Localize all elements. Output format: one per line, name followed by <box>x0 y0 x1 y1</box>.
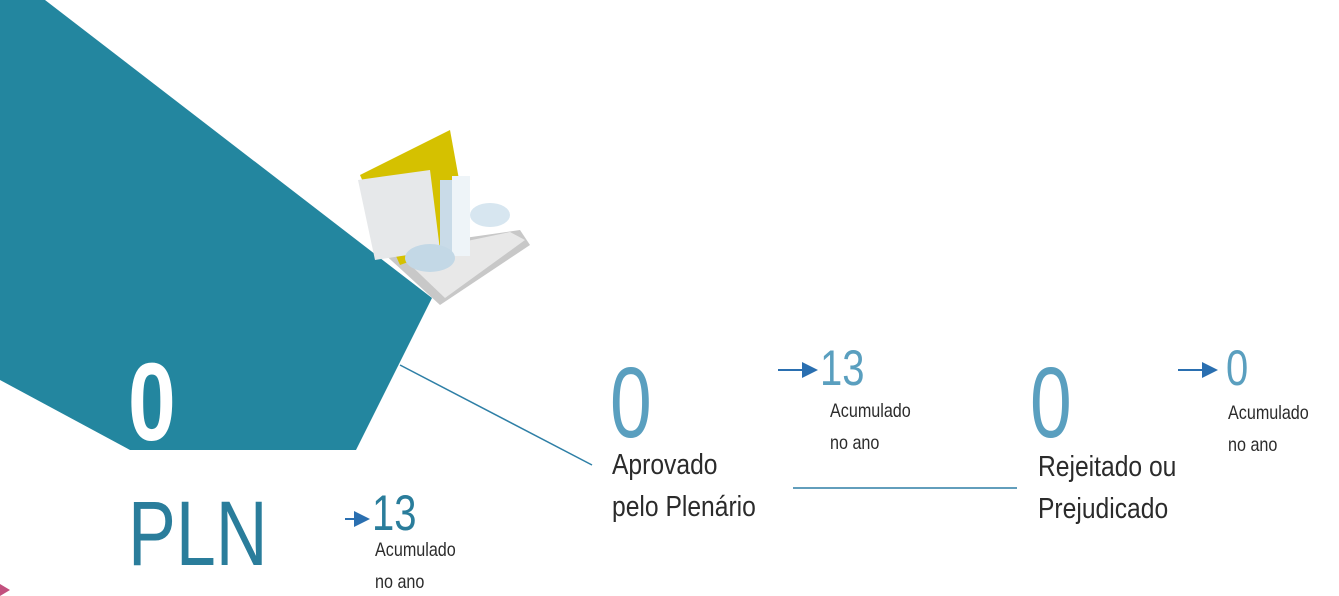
stage-value: 0 <box>610 346 652 458</box>
accumulated-caption: no ano <box>830 432 880 454</box>
corner-mark <box>0 584 10 596</box>
accumulated-caption: Acumulado <box>1228 402 1309 424</box>
stage-accumulated: 13 <box>820 340 864 396</box>
accumulated-caption: Acumulado <box>375 539 456 561</box>
connector <box>399 364 593 466</box>
stage-label: Prejudicado <box>1038 492 1168 524</box>
folder-icon <box>358 130 530 305</box>
stage-value: 0 <box>1030 346 1072 458</box>
stage-label: Aprovado <box>612 448 718 480</box>
stage-accumulated: 0 <box>1226 340 1248 396</box>
banner-shape <box>0 0 432 450</box>
total-label: PLN <box>128 482 268 585</box>
accumulated-caption: no ano <box>375 571 425 593</box>
total-value: 0 <box>128 341 176 464</box>
stage-label: pelo Plenário <box>612 490 756 522</box>
accumulated-caption: no ano <box>1228 434 1278 456</box>
stage-label: Rejeitado ou <box>1038 450 1176 482</box>
total-accumulated: 13 <box>372 485 416 541</box>
accumulated-caption: Acumulado <box>830 400 911 422</box>
